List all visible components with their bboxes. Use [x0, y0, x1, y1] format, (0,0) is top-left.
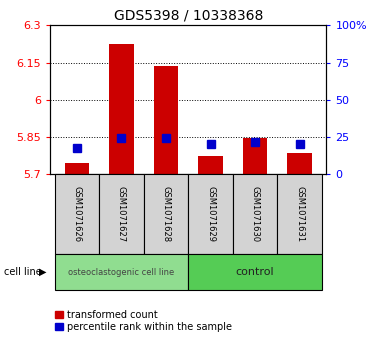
- Bar: [188, 174, 233, 254]
- Bar: [55, 174, 99, 254]
- Text: GSM1071631: GSM1071631: [295, 186, 304, 242]
- Text: GSM1071626: GSM1071626: [72, 186, 81, 242]
- Bar: [109, 44, 134, 174]
- Text: ▶: ▶: [39, 267, 46, 277]
- Bar: [55, 254, 188, 290]
- Bar: [144, 174, 188, 254]
- Text: GSM1071628: GSM1071628: [161, 186, 171, 242]
- Bar: [198, 156, 223, 174]
- Bar: [243, 138, 267, 174]
- Bar: [188, 254, 322, 290]
- Text: GSM1071629: GSM1071629: [206, 186, 215, 242]
- Bar: [65, 163, 89, 174]
- Text: control: control: [236, 267, 275, 277]
- Legend: transformed count, percentile rank within the sample: transformed count, percentile rank withi…: [55, 310, 232, 332]
- Text: GSM1071630: GSM1071630: [251, 186, 260, 242]
- Text: osteoclastogenic cell line: osteoclastogenic cell line: [68, 268, 174, 277]
- Bar: [288, 153, 312, 174]
- Text: cell line: cell line: [4, 267, 42, 277]
- Bar: [233, 174, 278, 254]
- Title: GDS5398 / 10338368: GDS5398 / 10338368: [114, 9, 263, 23]
- Bar: [154, 66, 178, 174]
- Bar: [99, 174, 144, 254]
- Text: GSM1071627: GSM1071627: [117, 186, 126, 242]
- Bar: [278, 174, 322, 254]
